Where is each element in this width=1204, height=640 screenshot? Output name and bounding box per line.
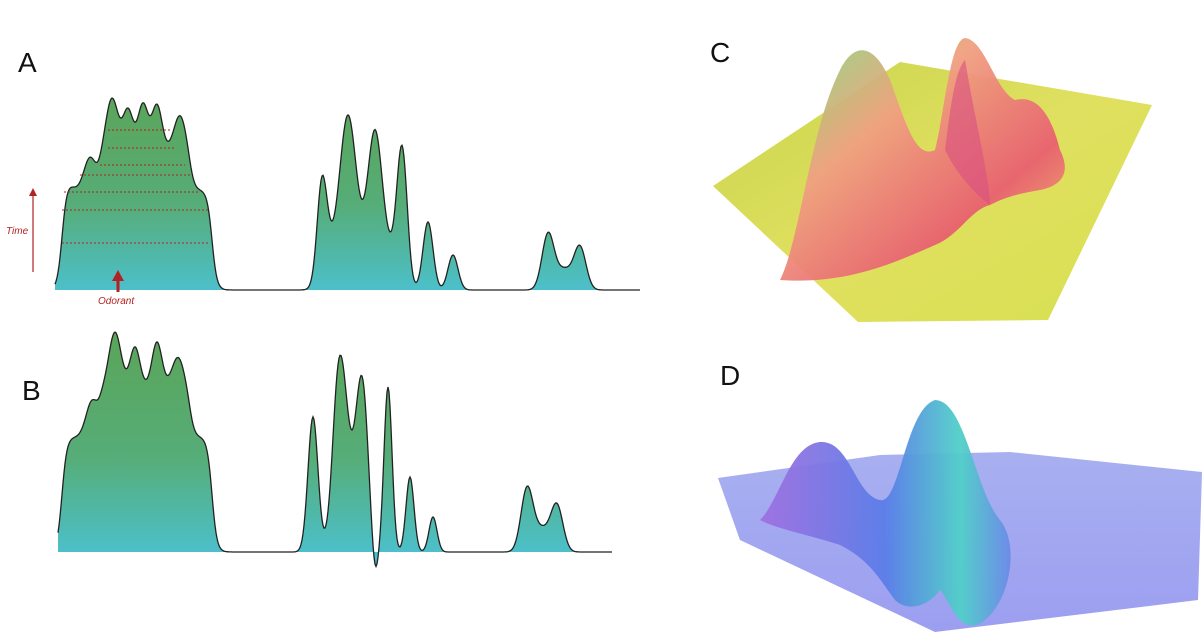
trace-fill (58, 332, 612, 567)
panel-label: D (720, 360, 740, 391)
panel-label: C (710, 37, 730, 68)
panel-label: B (22, 375, 41, 406)
odorant-label: Odorant (98, 296, 135, 307)
surface-d (718, 400, 1202, 632)
trace (54, 97, 640, 291)
panel-label: A (18, 47, 37, 78)
surface-c (713, 38, 1152, 322)
odorant-arrowhead (112, 270, 124, 281)
time-label: Time (6, 226, 29, 237)
trace-fill (55, 98, 640, 290)
trace (57, 331, 612, 569)
curves (54, 97, 640, 569)
time-arrowhead (29, 188, 37, 196)
dashed-levels (62, 129, 210, 244)
